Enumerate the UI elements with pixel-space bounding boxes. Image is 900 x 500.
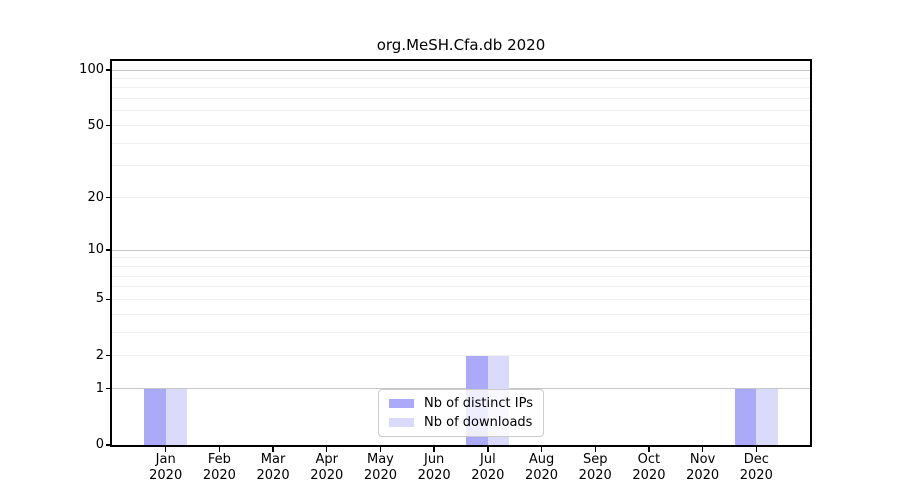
x-tick-month: Sep (582, 452, 608, 467)
legend-swatch-distinct-ips (389, 399, 415, 408)
x-tick-year: 2020 (149, 468, 183, 483)
x-tick-year: 2020 (471, 468, 505, 483)
gridline-3 (112, 331, 810, 333)
y-tick-label-50: 50 (87, 117, 104, 133)
x-tick-year: 2020 (578, 468, 612, 483)
x-tick-year: 2020 (363, 468, 397, 483)
x-tick-year: 2020 (256, 468, 290, 483)
y-tick-mark-10 (106, 249, 112, 251)
gridline-5 (112, 298, 810, 300)
x-tick-year: 2020 (686, 468, 720, 483)
y-tick-label-20: 20 (87, 189, 104, 205)
x-tick-month: Aug (528, 452, 555, 467)
x-tick-year: 2020 (524, 468, 559, 483)
x-tick-mark-feb (218, 447, 221, 452)
gridline-8 (112, 265, 810, 267)
gridline-80 (112, 87, 810, 89)
x-tick-mark-mar (272, 447, 274, 452)
x-tick-month: Jul (480, 452, 496, 467)
x-tick-mark-nov (701, 447, 704, 452)
x-tick-label-aug: Aug 2020 (510, 452, 574, 484)
gridline-6 (112, 286, 810, 288)
gridline-70 (112, 98, 810, 100)
x-tick-month: Feb (207, 452, 231, 467)
x-tick-mark-aug (540, 447, 543, 452)
legend: Nb of distinct IPs Nb of downloads (378, 389, 544, 437)
gridline-40 (112, 142, 810, 144)
gridline-30 (112, 165, 810, 167)
gridline-20 (112, 197, 810, 199)
y-tick-label-0: 0 (95, 437, 104, 452)
x-tick-year: 2020 (202, 468, 236, 483)
x-tick-year: 2020 (632, 468, 666, 483)
x-tick-label-sep: Sep 2020 (563, 452, 627, 484)
x-tick-label-dec: Dec 2020 (724, 452, 788, 484)
x-tick-label-jun: Jun 2020 (402, 452, 466, 484)
x-tick-month: May (367, 452, 394, 467)
x-tick-mark-apr (326, 447, 328, 452)
y-tick-mark-100 (106, 69, 112, 71)
gridline-2 (112, 355, 810, 357)
legend-swatch-downloads (389, 418, 415, 427)
x-tick-month: Dec (743, 452, 769, 467)
y-tick-label-2: 2 (95, 347, 104, 363)
bar-dec-nb-of-distinct-ips (734, 388, 757, 445)
x-tick-mark-sep (594, 447, 596, 452)
x-tick-label-oct: Oct 2020 (617, 452, 681, 484)
gridline-7 (112, 275, 810, 277)
y-tick-mark-2 (106, 355, 112, 357)
x-tick-mark-oct (648, 447, 650, 452)
x-tick-mark-jul (487, 447, 489, 452)
x-tick-label-apr: Apr 2020 (295, 452, 359, 484)
chart-title: org.MeSH.Cfa.db 2020 (376, 36, 546, 54)
x-tick-label-nov: Nov 2020 (671, 452, 735, 484)
x-tick-month: Nov (689, 452, 716, 467)
legend-item-downloads: Nb of downloads (389, 415, 533, 430)
y-tick-label-100: 100 (79, 61, 104, 77)
y-tick-mark-50 (106, 124, 112, 127)
gridline-100 (112, 69, 810, 71)
legend-label-distinct-ips: Nb of distinct IPs (424, 396, 533, 411)
x-tick-month: Jan (155, 452, 176, 467)
x-tick-month: Apr (315, 452, 339, 467)
y-tick-mark-20 (106, 196, 112, 199)
x-tick-label-feb: Feb 2020 (187, 452, 251, 484)
x-tick-label-may: May 2020 (348, 452, 412, 484)
x-tick-label-jan: Jan 2020 (134, 452, 198, 484)
x-tick-mark-may (379, 447, 382, 452)
gridline-4 (112, 313, 810, 315)
y-tick-label-1: 1 (95, 380, 104, 396)
y-tick-mark-0 (106, 444, 112, 446)
y-tick-mark-1 (106, 387, 112, 390)
x-tick-mark-jun (433, 447, 435, 452)
gridline-10 (112, 249, 810, 251)
x-tick-month: Jun (423, 452, 445, 467)
x-tick-label-jul: Jul 2020 (456, 452, 520, 484)
bar-jan-nb-of-distinct-ips (144, 388, 166, 445)
gridline-60 (112, 110, 810, 112)
legend-label-downloads: Nb of downloads (424, 415, 533, 430)
x-tick-year: 2020 (417, 468, 451, 483)
y-tick-label-5: 5 (95, 291, 104, 307)
bar-dec-nb-of-downloads (756, 388, 778, 445)
plot-area: Nb of distinct IPs Nb of downloads (110, 59, 812, 447)
legend-item-distinct-ips: Nb of distinct IPs (389, 396, 533, 411)
gridline-90 (112, 77, 810, 79)
bar-jan-nb-of-downloads (165, 388, 188, 445)
x-tick-year: 2020 (739, 468, 773, 483)
x-tick-mark-dec (755, 447, 757, 452)
x-tick-label-mar: Mar 2020 (241, 452, 305, 484)
gridline-9 (112, 257, 810, 259)
x-tick-month: Oct (637, 452, 661, 467)
x-tick-year: 2020 (310, 468, 344, 483)
gridline-1 (112, 388, 810, 390)
y-tick-mark-5 (106, 298, 112, 301)
x-tick-month: Mar (260, 452, 286, 467)
y-tick-label-10: 10 (87, 242, 104, 258)
x-tick-mark-jan (164, 447, 167, 452)
gridline-50 (112, 125, 810, 127)
